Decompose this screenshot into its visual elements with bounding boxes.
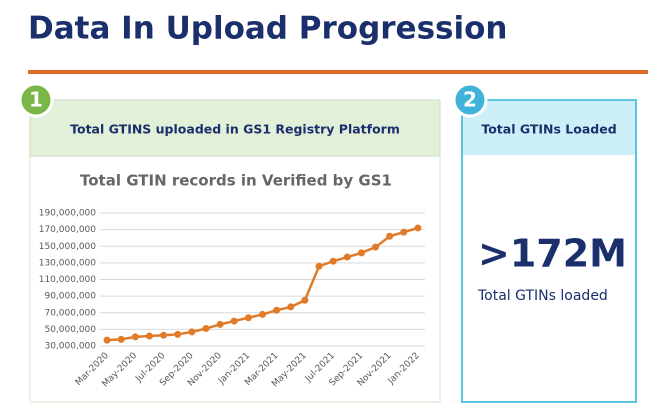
- badge-1-text: 1: [29, 88, 43, 112]
- divider: [28, 70, 648, 74]
- point: [202, 325, 210, 333]
- point: [117, 335, 125, 343]
- y-tick-label: 130,000,000: [39, 258, 97, 268]
- badge-1: [18, 82, 54, 118]
- y-tick-label: 110,000,000: [39, 275, 97, 285]
- point: [343, 253, 351, 261]
- point: [103, 336, 111, 344]
- point: [216, 320, 224, 328]
- panel-1-header-text: Total GTINS uploaded in GS1 Registry Pla…: [70, 122, 400, 137]
- point: [372, 243, 380, 251]
- badge-2-text: 2: [463, 88, 477, 112]
- point: [273, 306, 281, 314]
- y-tick-label: 30,000,000: [44, 342, 96, 352]
- y-tick-label: 150,000,000: [39, 242, 97, 252]
- point: [386, 232, 394, 240]
- point: [301, 296, 309, 304]
- y-tick-label: 90,000,000: [44, 292, 96, 302]
- point: [131, 333, 139, 341]
- point: [160, 331, 168, 339]
- point: [230, 317, 238, 325]
- point: [287, 303, 295, 311]
- point: [145, 332, 153, 340]
- point: [188, 328, 196, 336]
- point: [315, 262, 323, 270]
- point: [414, 224, 422, 232]
- point: [259, 310, 266, 318]
- panel-2-header-text: Total GTINs Loaded: [481, 122, 616, 137]
- point: [357, 249, 365, 257]
- point: [400, 228, 408, 236]
- caption: Total GTINs loaded: [477, 288, 608, 304]
- y-tick-label: 170,000,000: [39, 225, 97, 235]
- panel-2-header: [463, 101, 635, 155]
- point: [329, 257, 337, 265]
- y-tick-label: 190,000,000: [39, 209, 97, 219]
- point: [244, 314, 252, 322]
- y-tick-label: 70,000,000: [44, 308, 96, 318]
- slide-title: Data In Upload Progression: [28, 11, 507, 47]
- chart-title: Total GTIN records in Verified by GS1: [80, 172, 392, 190]
- point: [174, 330, 182, 338]
- badge-2: [452, 82, 488, 118]
- panel-1-header: [29, 99, 441, 157]
- big-value: >172M: [478, 232, 627, 276]
- y-tick-label: 50,000,000: [44, 325, 96, 335]
